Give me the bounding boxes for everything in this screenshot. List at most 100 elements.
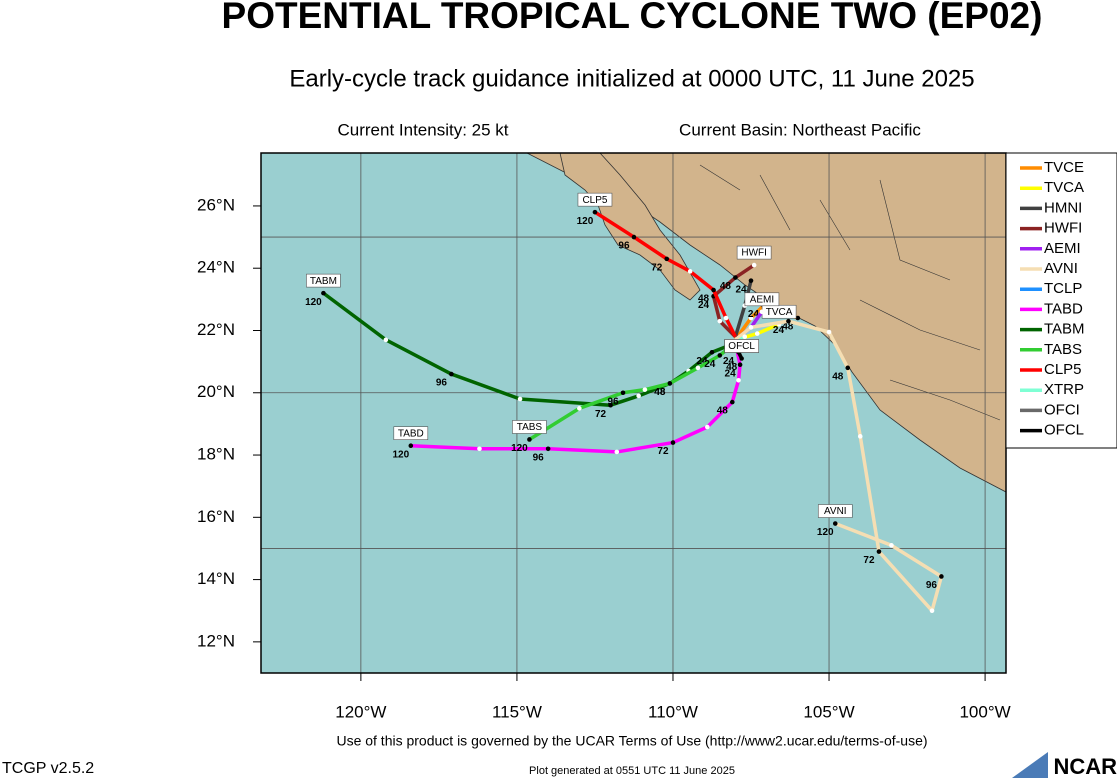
track-label: HWFI (741, 248, 767, 259)
hour-label: 72 (651, 263, 663, 274)
track-point (717, 353, 723, 358)
legend-label: TABD (1044, 300, 1083, 317)
legend-label: TVCE (1044, 159, 1084, 176)
track-point (939, 574, 944, 579)
track-point (729, 399, 735, 405)
legend-label: HMNI (1044, 199, 1082, 216)
legend-label: TVCA (1044, 179, 1084, 196)
track-point (631, 234, 637, 240)
track-point (592, 209, 598, 215)
legend-label: OFCI (1044, 401, 1080, 418)
legend-label: OFCL (1044, 422, 1084, 439)
basin: Current Basin: Northeast Pacific (679, 120, 921, 139)
track-point (748, 325, 754, 330)
legend-label: TABM (1044, 321, 1085, 338)
hour-label: 96 (607, 396, 619, 407)
hour-label: 48 (654, 387, 666, 398)
track-point (620, 390, 626, 396)
track (410, 342, 742, 454)
hour-label: 48 (654, 387, 666, 398)
track-point (408, 443, 414, 448)
track-label: CLP5 (582, 195, 607, 206)
track-point (449, 371, 454, 377)
track-label: AVNI (824, 506, 847, 517)
track-point (889, 543, 894, 548)
hour-label: 24 (735, 284, 747, 295)
legend-label: TABS (1044, 341, 1082, 358)
track-point (737, 362, 743, 368)
track-point (517, 396, 523, 402)
track-point (929, 608, 935, 614)
x-tick-label: 100°W (959, 702, 1010, 721)
track (528, 341, 737, 441)
x-tick-label: 115°W (492, 702, 542, 721)
track-label-box (744, 292, 780, 307)
hour-label: 48 (717, 406, 729, 417)
track-label-box (817, 504, 853, 518)
hour-label: 96 (436, 378, 448, 389)
track-label: TABM (310, 276, 337, 287)
track-point (759, 309, 765, 315)
legend-label: XTRP (1044, 381, 1084, 398)
track-point (876, 549, 882, 554)
track-point (845, 365, 851, 371)
track-point (717, 318, 723, 324)
track-point (321, 290, 326, 296)
hour-label: 120 (511, 443, 528, 454)
hour-label: 48 (832, 371, 844, 382)
track-point (614, 449, 620, 455)
hour-label: 120 (817, 527, 834, 538)
hour-label: 120 (392, 449, 409, 460)
track-point (739, 356, 744, 361)
track-label-box (736, 245, 772, 260)
track-label-box (512, 420, 547, 434)
y-tick-label: 14°N (197, 569, 235, 588)
track-label: AEMI (750, 294, 774, 305)
track-point (748, 278, 754, 283)
legend-label: CLP5 (1044, 361, 1082, 378)
track-point (664, 256, 670, 262)
hour-label: 48 (698, 294, 710, 305)
track-point (383, 337, 389, 343)
track-point (857, 434, 863, 439)
legend-label: HWFI (1044, 220, 1082, 237)
track (322, 291, 737, 407)
track-point (705, 424, 710, 430)
track-label: TVCA (766, 307, 793, 318)
hour-label: 24 (748, 309, 760, 320)
track-point (636, 393, 641, 399)
title: POTENTIAL TROPICAL CYCLONE TWO (EP02) (222, 0, 1043, 36)
hour-label: 48 (726, 362, 738, 373)
track-point (754, 331, 760, 336)
land (526, 153, 1006, 493)
track-point (711, 287, 716, 293)
x-tick-label: 105°W (803, 702, 854, 721)
track-point (709, 349, 715, 355)
hour-label: 24 (698, 300, 710, 311)
track-point (642, 387, 648, 392)
track-point (608, 402, 613, 408)
hour-label: 24 (704, 359, 716, 370)
track-label: TABD (398, 428, 424, 439)
y-tick-label: 18°N (197, 445, 235, 464)
track-point (545, 446, 551, 452)
hour-label: 96 (926, 580, 938, 591)
track-label-box (393, 426, 429, 440)
track-point (695, 365, 701, 371)
track-point (826, 329, 832, 335)
hour-label: 48 (720, 281, 732, 292)
hour-label: 72 (657, 446, 669, 457)
track-point (751, 262, 757, 268)
hour-label: 24 (725, 368, 737, 379)
plot-area: 2448TVCA242448HWFIAEMI24487296120AVNI244… (261, 153, 1006, 673)
track-point (667, 381, 673, 386)
track-point (733, 275, 738, 280)
x-tick-label: 110°W (648, 702, 698, 721)
footer: Use of this product is governed by the U… (336, 733, 927, 749)
subtitle: Early-cycle track guidance initialized a… (289, 65, 974, 92)
hour-label: 72 (595, 409, 607, 420)
x-tick-label: 120°W (335, 702, 386, 721)
y-tick-label: 22°N (197, 320, 235, 339)
